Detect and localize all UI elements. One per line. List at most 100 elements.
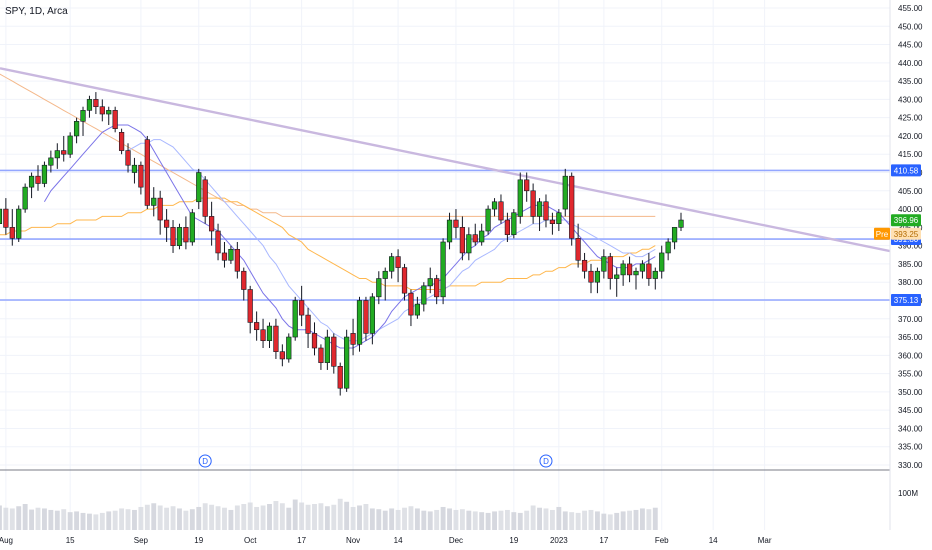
candle[interactable] bbox=[601, 249, 607, 279]
candle[interactable] bbox=[241, 267, 247, 301]
candle[interactable] bbox=[575, 223, 581, 268]
candle[interactable] bbox=[151, 187, 157, 217]
candle[interactable] bbox=[511, 209, 517, 239]
candle[interactable] bbox=[67, 132, 73, 158]
candle[interactable] bbox=[671, 227, 678, 250]
candle[interactable] bbox=[170, 220, 176, 253]
candle[interactable] bbox=[292, 296, 298, 341]
candle[interactable] bbox=[440, 238, 446, 305]
candle[interactable] bbox=[588, 263, 594, 294]
candle[interactable] bbox=[479, 223, 485, 246]
candle[interactable] bbox=[3, 198, 9, 235]
candle[interactable] bbox=[125, 143, 131, 173]
candle[interactable] bbox=[331, 333, 337, 374]
candle[interactable] bbox=[395, 249, 401, 283]
candle[interactable] bbox=[176, 223, 183, 250]
candle[interactable] bbox=[80, 106, 86, 136]
candle[interactable] bbox=[9, 209, 15, 246]
candle[interactable] bbox=[228, 245, 234, 264]
candle[interactable] bbox=[607, 252, 613, 290]
candle[interactable] bbox=[350, 318, 356, 356]
descending-trendline[interactable] bbox=[0, 67, 891, 253]
candle[interactable] bbox=[594, 267, 601, 294]
candle[interactable] bbox=[363, 296, 369, 341]
candle[interactable] bbox=[131, 157, 138, 184]
candle[interactable] bbox=[61, 135, 67, 162]
candle[interactable] bbox=[247, 285, 253, 334]
candle[interactable] bbox=[189, 209, 195, 246]
candle[interactable] bbox=[28, 172, 35, 199]
candle[interactable] bbox=[389, 252, 395, 279]
candle[interactable] bbox=[633, 267, 639, 290]
candle[interactable] bbox=[266, 322, 273, 349]
candle[interactable] bbox=[41, 161, 48, 188]
candle[interactable] bbox=[138, 161, 144, 195]
dividend-marker-icon[interactable] bbox=[198, 454, 212, 468]
candle[interactable] bbox=[157, 190, 163, 235]
candle[interactable] bbox=[234, 241, 240, 279]
candle[interactable] bbox=[665, 238, 671, 261]
candle[interactable] bbox=[504, 212, 511, 242]
candle[interactable] bbox=[344, 329, 350, 392]
candle[interactable] bbox=[524, 172, 530, 202]
candle[interactable] bbox=[73, 117, 80, 144]
candle[interactable] bbox=[93, 92, 99, 115]
candle[interactable] bbox=[569, 172, 575, 246]
candle[interactable] bbox=[498, 194, 504, 224]
candle[interactable] bbox=[446, 212, 453, 250]
candle[interactable] bbox=[16, 205, 22, 242]
candle[interactable] bbox=[376, 271, 382, 305]
candle[interactable] bbox=[215, 223, 221, 261]
candle[interactable] bbox=[254, 311, 260, 341]
candle[interactable] bbox=[639, 260, 646, 279]
candle[interactable] bbox=[54, 143, 60, 169]
dividend-marker-icon[interactable] bbox=[539, 454, 553, 468]
candle[interactable] bbox=[427, 267, 433, 294]
candle[interactable] bbox=[279, 344, 285, 367]
candle[interactable] bbox=[86, 95, 93, 118]
candle[interactable] bbox=[459, 216, 466, 261]
candle[interactable] bbox=[183, 216, 189, 250]
candle[interactable] bbox=[646, 252, 652, 286]
candle[interactable] bbox=[530, 183, 536, 224]
candle[interactable] bbox=[421, 282, 427, 312]
time-axis[interactable]: Aug 15 Sep 19 Oct 17 Nov 14 Dec 19 2023 17 Feb 14 Mar bbox=[0, 536, 772, 545]
candle[interactable] bbox=[48, 150, 54, 173]
candle[interactable] bbox=[517, 172, 523, 224]
candle[interactable] bbox=[311, 322, 318, 356]
trendline[interactable] bbox=[0, 67, 891, 253]
candle[interactable] bbox=[453, 209, 459, 239]
candle[interactable] bbox=[337, 362, 343, 396]
candle[interactable] bbox=[581, 252, 588, 279]
candle[interactable] bbox=[620, 260, 626, 286]
candle[interactable] bbox=[221, 241, 228, 268]
candle[interactable] bbox=[106, 106, 112, 125]
candle[interactable] bbox=[305, 307, 311, 349]
candle[interactable] bbox=[273, 318, 279, 359]
candlestick-series[interactable] bbox=[0, 92, 684, 396]
candle[interactable] bbox=[491, 198, 498, 217]
candle[interactable] bbox=[382, 267, 388, 301]
candle[interactable] bbox=[324, 329, 330, 370]
candle[interactable] bbox=[659, 245, 665, 279]
candle[interactable] bbox=[652, 267, 658, 290]
candle[interactable] bbox=[99, 99, 105, 122]
candle[interactable] bbox=[466, 227, 472, 261]
candle[interactable] bbox=[562, 168, 568, 217]
candle[interactable] bbox=[401, 263, 408, 301]
candle[interactable] bbox=[434, 274, 440, 305]
candle[interactable] bbox=[614, 267, 620, 297]
candle[interactable] bbox=[472, 223, 478, 246]
candle[interactable] bbox=[22, 183, 28, 213]
candle[interactable] bbox=[408, 289, 414, 327]
candle[interactable] bbox=[196, 168, 202, 210]
candle[interactable] bbox=[202, 176, 208, 224]
candle[interactable] bbox=[209, 201, 215, 246]
candle[interactable] bbox=[163, 209, 170, 242]
candle[interactable] bbox=[35, 165, 41, 191]
candle[interactable] bbox=[556, 209, 562, 232]
candle[interactable] bbox=[286, 333, 292, 363]
candle[interactable] bbox=[549, 212, 556, 235]
